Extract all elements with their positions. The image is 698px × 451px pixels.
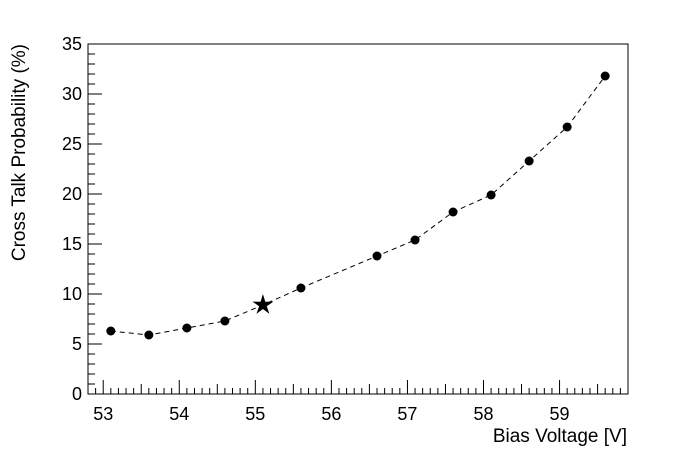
data-point [562, 122, 572, 132]
x-tick-label: 54 [169, 404, 189, 424]
data-point [106, 326, 116, 336]
data-point [448, 207, 458, 217]
x-tick-label: 57 [397, 404, 417, 424]
y-tick-label: 5 [72, 334, 82, 354]
data-point [486, 190, 496, 200]
x-ticks: 53 54 55 56 57 58 59 [87, 380, 629, 424]
y-ticks: 0 5 10 15 20 25 30 35 [62, 34, 102, 404]
x-tick-label: 59 [550, 404, 570, 424]
data-point [600, 71, 610, 81]
data-points [106, 71, 610, 340]
y-tick-label: 0 [72, 384, 82, 404]
y-axis-title: Cross Talk Probability (%) [9, 44, 30, 261]
data-point [182, 323, 192, 333]
x-tick-label: 58 [473, 404, 493, 424]
y-tick-label: 25 [62, 134, 82, 154]
x-axis-title: Bias Voltage [V] [493, 426, 627, 447]
y-tick-label: 15 [62, 234, 82, 254]
x-tick-label: 53 [93, 404, 113, 424]
data-point [296, 283, 306, 293]
data-point [524, 156, 534, 166]
series-line [110, 75, 606, 336]
data-point [410, 235, 420, 245]
data-point-star [252, 294, 274, 314]
axes [87, 43, 629, 395]
x-tick-label: 55 [245, 404, 265, 424]
x-tick-label: 56 [321, 404, 341, 424]
y-tick-label: 10 [62, 284, 82, 304]
data-point [144, 330, 154, 340]
y-tick-label: 20 [62, 184, 82, 204]
y-tick-label: 35 [62, 34, 82, 54]
data-point [372, 251, 382, 261]
plot-frame [87, 43, 629, 395]
data-point [220, 316, 230, 326]
y-tick-label: 30 [62, 84, 82, 104]
